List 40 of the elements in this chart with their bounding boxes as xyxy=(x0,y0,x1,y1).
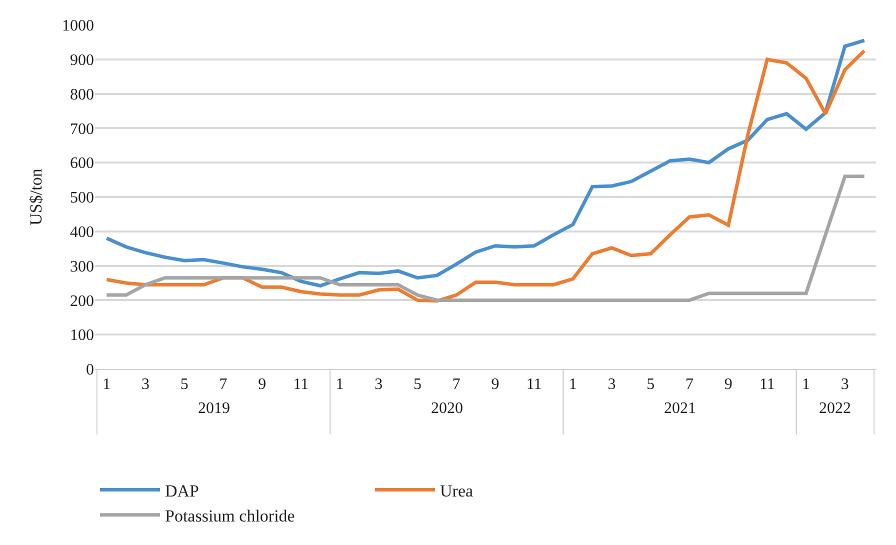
y-tick-label: 700 xyxy=(70,120,94,138)
x-tick-label: 1 xyxy=(802,376,810,394)
x-tick-label: 7 xyxy=(452,376,460,394)
text: 2021 xyxy=(664,400,696,417)
x-tick-label: 5 xyxy=(414,376,422,394)
y-tick-label: 300 xyxy=(70,258,94,276)
line-series xyxy=(104,174,866,302)
x-tick-label: 11 xyxy=(759,376,775,394)
x-tick-label: 5 xyxy=(646,376,655,394)
x-tick-label: 9 xyxy=(491,376,500,394)
x-tick-label: 9 xyxy=(258,376,266,394)
legend-label: Potassium chloride xyxy=(165,506,295,526)
y-axis-title: US$/ton xyxy=(26,168,46,226)
y-tick-label: 100 xyxy=(70,327,94,344)
text: 2019 xyxy=(198,400,230,417)
y-tick-label: 800 xyxy=(70,86,94,104)
text: 2022 xyxy=(819,400,851,417)
x-tick-label: 3 xyxy=(142,376,150,394)
x-tick-label: 9 xyxy=(724,376,732,394)
x-tick-label: 7 xyxy=(685,376,694,394)
x-tick-label: 3 xyxy=(840,376,849,394)
y-tick-label: 0 xyxy=(86,362,94,379)
y-tick-label: 200 xyxy=(70,292,94,310)
x-tick-label: 3 xyxy=(608,376,616,394)
y-tick-label: 600 xyxy=(70,155,94,172)
legend-label: DAP xyxy=(165,481,200,500)
y-tick-label: 500 xyxy=(70,190,94,207)
x-tick-label: 3 xyxy=(374,376,383,394)
y-tick-label: 400 xyxy=(70,224,94,241)
x-tick-label: 1 xyxy=(336,376,344,394)
x-tick-label: 11 xyxy=(293,376,309,394)
x-tick-label: 1 xyxy=(102,376,111,394)
y-tick-label: 1000 xyxy=(62,18,94,35)
x-tick-label: 1 xyxy=(568,376,577,394)
text: 2020 xyxy=(431,400,463,417)
x-tick-label: 5 xyxy=(180,376,188,394)
x-tick-label: 11 xyxy=(526,376,542,394)
y-tick-label: 900 xyxy=(70,52,94,69)
legend-label: Urea xyxy=(440,481,474,500)
x-tick-label: 7 xyxy=(219,376,228,394)
